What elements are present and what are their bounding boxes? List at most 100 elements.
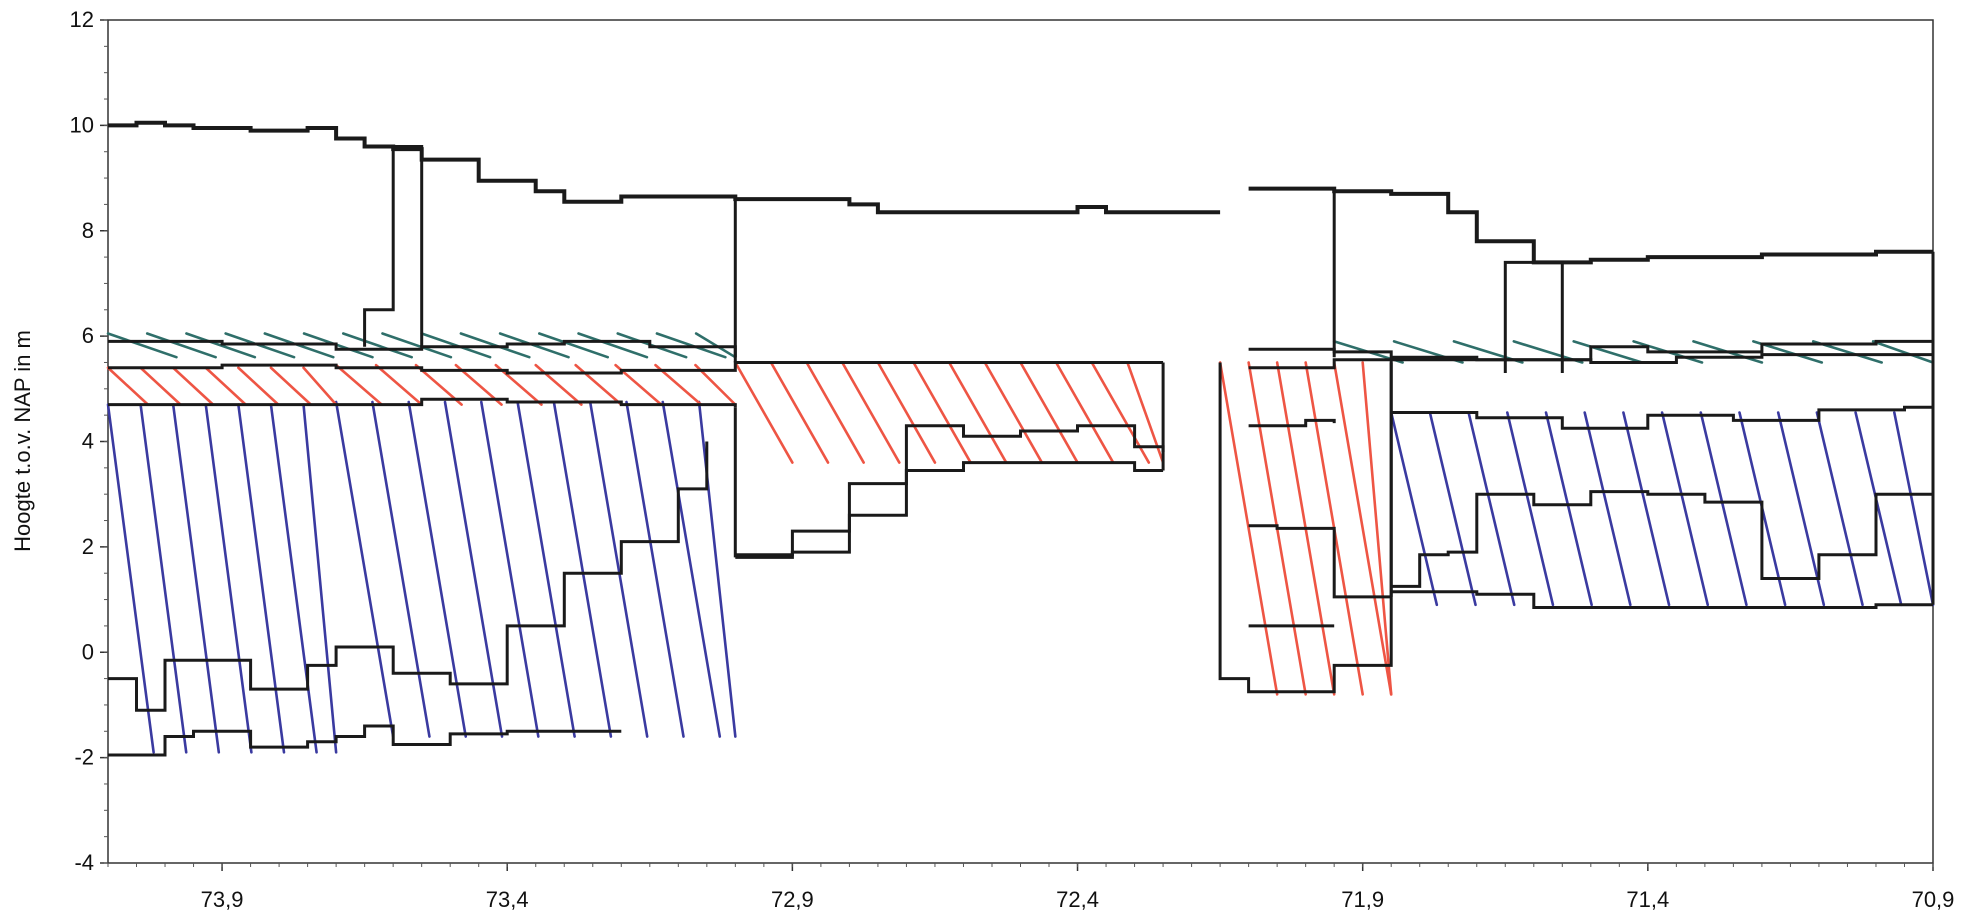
hatch_blue-line [1467,411,1516,607]
hatch_teal-line [1871,340,1935,364]
hatch_red-line [734,361,794,464]
hatch_blue-line [552,400,613,738]
x-tick-label: 71,9 [1341,887,1384,912]
x-tick-label: 72,4 [1056,887,1099,912]
hatch_red-line [947,361,1008,464]
hatch_teal-line [145,332,217,359]
hatch_red-line [769,361,830,464]
profile-series-1 [1248,186,1933,265]
hatch_teal-line [106,332,178,359]
hatch_red-line [334,363,384,406]
hatch_red-line [983,361,1044,464]
profile-series-21 [1248,418,1336,428]
hatch_blue-line [1776,411,1826,607]
profile-series-17 [1391,405,1933,430]
hatch_blue-line [1389,411,1439,607]
hatch_blue-line [588,400,649,738]
hatch_teal-line [302,332,374,359]
hatch_blue-line [269,403,318,754]
hatch_red-line [269,366,313,406]
hatch_blue-line [1815,411,1864,607]
hatch_blue-line [1893,411,1935,607]
hatch_blue-line [1699,411,1748,607]
hatch_blue-line [1583,411,1632,607]
hatch_teal-line [381,332,453,359]
hatch_red-line [1054,361,1115,464]
hatch_blue-line [1506,411,1555,607]
hatch_blue-line [1660,411,1710,607]
hatch_red-line [106,366,150,406]
y-tick-label: -4 [74,850,94,875]
profile-series-22 [1248,524,1392,599]
hatch_blue-line [443,400,504,738]
hatch_red-line [204,366,247,406]
hatch_blue-line [302,403,338,754]
hatch_red-line [171,366,215,406]
profile-series-12 [735,461,1164,557]
hatch_blue-line [171,403,221,754]
hatch_blue-line [139,403,188,754]
hatch_red-line [374,363,423,406]
hatch_red-line [1218,361,1279,696]
series-layer [106,120,1935,757]
hatch_red-line [912,361,972,464]
profile-series-16 [1248,353,1933,370]
y-tick-label: 10 [70,112,94,137]
profile-series-0 [108,120,1221,215]
hatch_blue-line [1622,411,1671,607]
hatch_teal-line [577,332,649,359]
hatch_blue-line [479,400,540,738]
hatch_blue-line [204,403,253,754]
y-tick-label: 12 [70,7,94,32]
profile-series-4 [1503,260,1564,373]
y-tick-label: 2 [82,534,94,559]
hatch_teal-line [1572,340,1644,364]
hatch_blue-line [697,400,737,738]
profile-series-7 [108,361,1164,375]
hatch_red-line [840,361,901,464]
y-tick-label: 0 [82,639,94,664]
x-tick-label: 72,9 [771,887,814,912]
profile-series-2 [363,145,424,347]
y-tick-label: -2 [74,745,94,770]
profile-series-10 [108,724,622,757]
profile-series-20 [1218,362,1393,694]
hatch_blue-line [1428,411,1477,607]
hatch_red-line [139,366,182,406]
x-tick-label: 71,4 [1626,887,1669,912]
profile-series-9 [108,441,709,712]
hatch_teal-line [537,332,610,359]
hatch_teal-line [341,332,413,359]
x-tick-label: 73,4 [486,887,529,912]
axes-layer: -4 -2 0 2 4 6 8 10 12 73,9 73,4 72,9 72,4 71,9 71,4 70,… [70,7,1955,912]
hatch_blue-line [661,400,722,738]
plot-area [107,19,1934,864]
hatch_red-line [876,361,937,464]
profile-series-6 [108,339,737,358]
y-tick-label: 4 [82,429,94,454]
profile-series-18 [1391,490,1933,588]
hatch_blue-line [1854,411,1903,607]
hatch_red-line [1361,361,1393,696]
x-tick-label: 73,9 [201,887,244,912]
hatch_blue-line [516,400,576,738]
profile-series-11 [735,424,1165,559]
hatch_blue-line [1544,411,1593,607]
y-axis-title: Hoogte t.o.v. NAP in m [10,330,35,552]
hatch_red-line [237,366,280,406]
hatch_blue-line [334,400,395,738]
hatch_red-line [1019,361,1079,464]
y-tick-label: 6 [82,323,94,348]
y-tick-label: 8 [82,218,94,243]
profile-series-19 [1391,590,1933,609]
profile-series-8 [108,397,737,408]
hatch_blue-line [237,403,286,754]
hatch_blue-line [407,400,468,738]
hatch_red-line [805,361,865,464]
hatch_blue-line [106,403,155,754]
hatch_blue-line [371,400,431,738]
x-tick-label: 70,9 [1912,887,1955,912]
hatch_blue-line [625,400,685,738]
hatch_red-line [302,366,338,406]
